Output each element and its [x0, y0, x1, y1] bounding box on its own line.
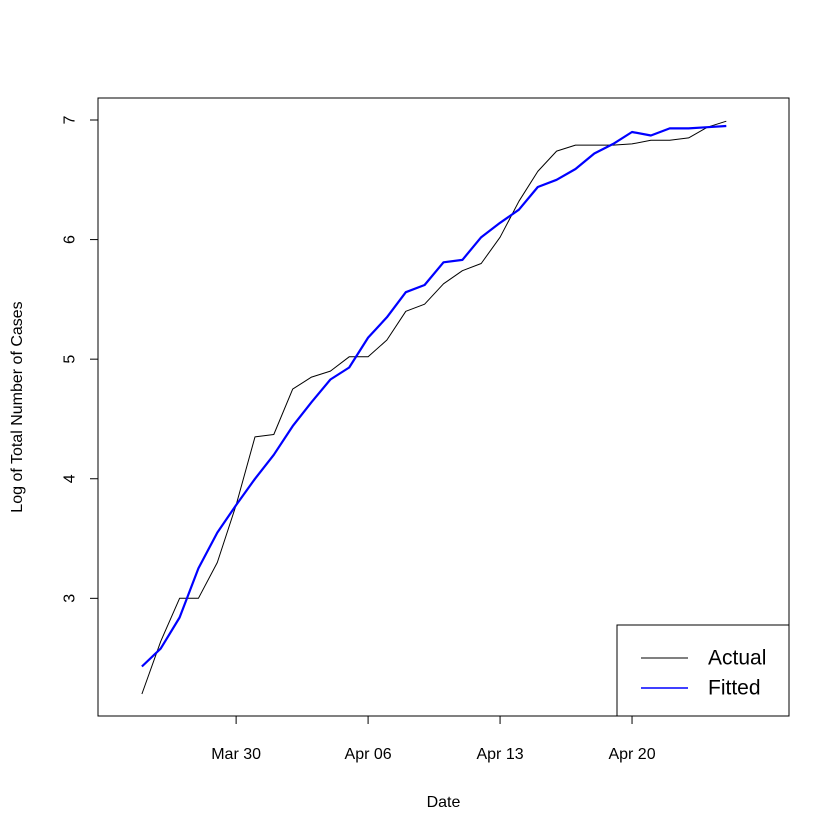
legend: Actual Fitted	[616, 624, 790, 717]
y-tick-label: 7	[62, 115, 79, 124]
x-tick-label: Mar 30	[211, 746, 261, 763]
x-axis-title: Date	[427, 794, 461, 811]
x-tick-label: Apr 06	[345, 746, 392, 763]
series-lines	[141, 120, 727, 695]
y-tick-label: 3	[62, 594, 79, 603]
y-axis-title: Log of Total Number of Cases	[9, 301, 26, 512]
series-line-actual	[141, 120, 727, 695]
legend-label-fitted: Fitted	[708, 677, 761, 700]
x-tick-label: Apr 20	[608, 746, 655, 763]
y-tick-label: 5	[62, 355, 79, 364]
x-axis: Mar 30 Apr 06 Apr 13 Apr 20	[211, 715, 656, 763]
y-tick-label: 4	[62, 474, 79, 483]
x-tick-label: Apr 13	[476, 746, 523, 763]
plot-frame	[97, 97, 790, 717]
y-tick-label: 6	[62, 235, 79, 244]
series-line-fitted	[141, 124, 727, 668]
legend-box	[616, 624, 790, 717]
legend-label-actual: Actual	[708, 647, 766, 670]
